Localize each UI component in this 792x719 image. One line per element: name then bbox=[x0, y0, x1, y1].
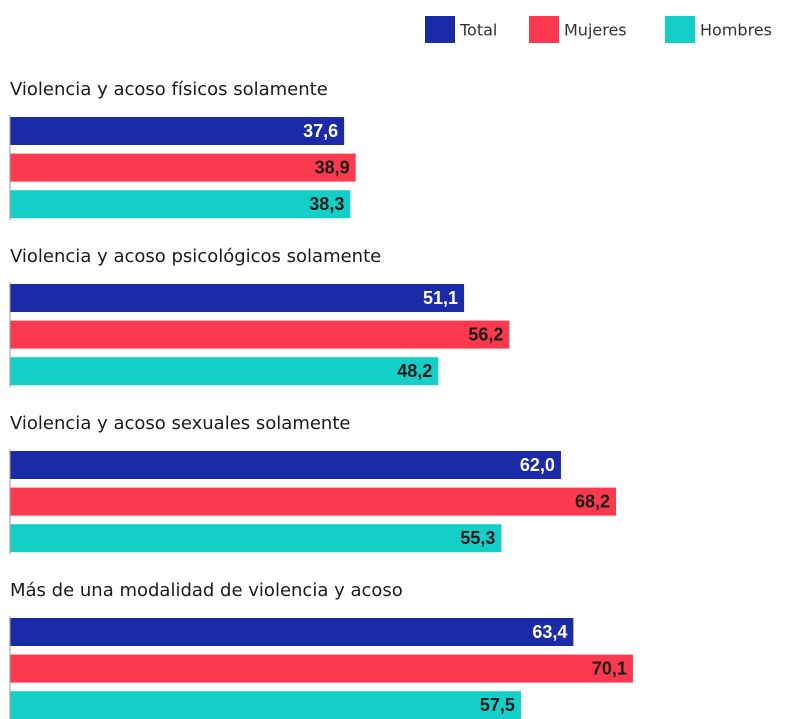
legend-swatch bbox=[425, 16, 455, 43]
bar bbox=[10, 524, 502, 553]
bar bbox=[10, 451, 561, 479]
value-label: 57,5 bbox=[480, 695, 515, 715]
category-label: Violencia y acoso sexuales solamente bbox=[10, 413, 350, 434]
value-label: 63,4 bbox=[532, 622, 567, 642]
category-label: Violencia y acoso físicos solamente bbox=[10, 79, 328, 100]
value-label: 70,1 bbox=[592, 658, 627, 678]
value-label: 37,6 bbox=[303, 121, 338, 141]
bar bbox=[10, 320, 510, 349]
bar bbox=[10, 190, 351, 219]
bar bbox=[10, 691, 521, 719]
value-label: 56,2 bbox=[468, 324, 503, 344]
bar bbox=[10, 487, 617, 516]
value-label: 51,1 bbox=[423, 288, 458, 308]
bar bbox=[10, 618, 574, 646]
bar bbox=[10, 153, 356, 182]
category-label: Violencia y acoso psicológicos solamente bbox=[10, 246, 381, 267]
value-label: 38,9 bbox=[315, 157, 350, 177]
bar bbox=[10, 284, 465, 312]
legend-label: Hombres bbox=[700, 21, 772, 40]
legend-label: Total bbox=[459, 21, 497, 40]
legend-swatch bbox=[665, 16, 695, 43]
value-label: 68,2 bbox=[575, 491, 610, 511]
value-label: 62,0 bbox=[520, 455, 555, 475]
legend-label: Mujeres bbox=[564, 21, 627, 40]
value-label: 38,3 bbox=[309, 194, 344, 214]
bar bbox=[10, 117, 345, 145]
bar bbox=[10, 357, 439, 386]
bar bbox=[10, 654, 633, 683]
value-label: 48,2 bbox=[397, 361, 432, 381]
legend-swatch bbox=[529, 16, 559, 43]
category-label: Más de una modalidad de violencia y acos… bbox=[10, 580, 403, 601]
value-label: 55,3 bbox=[460, 528, 495, 548]
